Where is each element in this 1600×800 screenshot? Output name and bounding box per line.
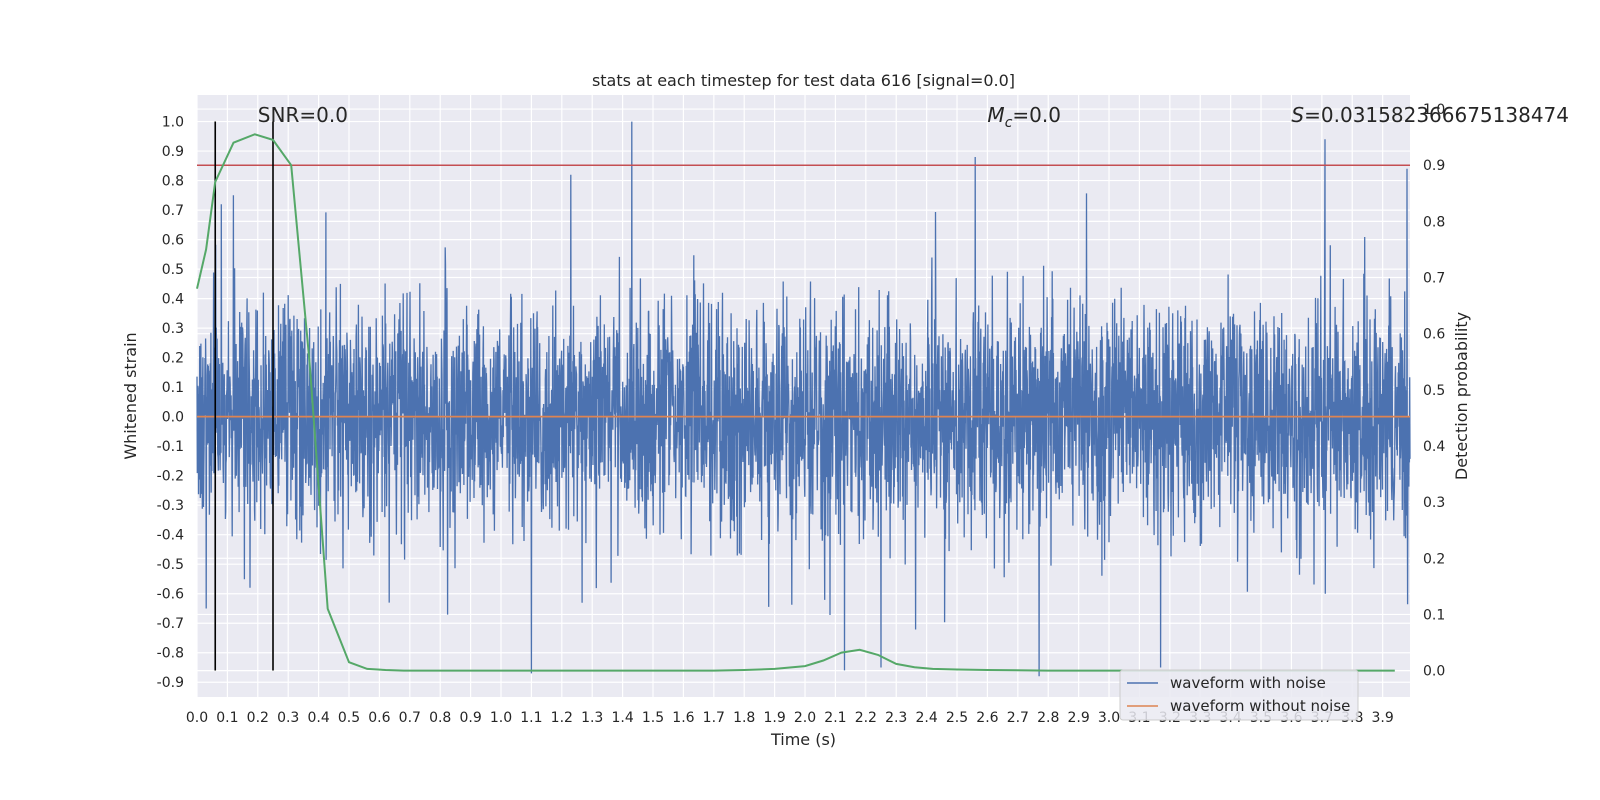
s-symbol: S: [1291, 103, 1304, 127]
chirp-mass-annotation: Mc=0.0: [987, 103, 1061, 131]
x-tick-label: 2.5: [946, 710, 968, 726]
y2-tick-label: 0.6: [1423, 327, 1445, 343]
y-tick-label: -0.8: [157, 646, 184, 662]
y-tick-label: -0.6: [157, 587, 184, 603]
x-tick-label: 2.1: [824, 710, 846, 726]
x-tick-label: 2.6: [976, 710, 998, 726]
y-tick-label: 0.1: [162, 380, 184, 396]
x-tick-label: 0.1: [216, 710, 238, 726]
y-tick-label: 0.2: [162, 351, 184, 367]
x-tick-label: 0.6: [368, 710, 390, 726]
x-tick-label: 1.6: [672, 710, 694, 726]
x-tick-label: 0.2: [247, 710, 269, 726]
y2-tick-label: 0.2: [1423, 551, 1445, 567]
x-tick-label: 0.8: [429, 710, 451, 726]
y-tick-label: 0.6: [162, 233, 184, 249]
mc-symbol: M: [987, 103, 1004, 127]
x-tick-label: 1.3: [581, 710, 603, 726]
x-tick-label: 1.5: [642, 710, 664, 726]
y2-tick-label: 1.0: [1423, 102, 1445, 118]
x-tick-label: 1.0: [490, 710, 512, 726]
y-tick-label: -0.1: [157, 439, 184, 455]
x-tick-label: 2.0: [794, 710, 816, 726]
x-tick-label: 2.2: [855, 710, 877, 726]
y-tick-label: -0.4: [157, 528, 184, 544]
y2-tick-label: 0.1: [1423, 607, 1445, 623]
y2-tick-label: 0.8: [1423, 214, 1445, 230]
detection-probability-line: [196, 133, 1395, 672]
y-axis-label: Whitened strain: [121, 332, 140, 459]
chart-title: stats at each timestep for test data 616…: [592, 71, 1015, 90]
mc-subscript: c: [1005, 115, 1013, 131]
legend: waveform with noise waveform without noi…: [1119, 669, 1359, 721]
y2-tick-label: 0.9: [1423, 158, 1445, 174]
waveform-with-noise-line: [196, 121, 1411, 677]
x-tick-label: 1.4: [611, 710, 633, 726]
s-annotation: S=0.031582366675138474: [1291, 103, 1569, 127]
x-axis-label: Time (s): [770, 730, 836, 749]
y2-tick-label: 0.0: [1423, 664, 1445, 680]
x-tick-label: 1.1: [520, 710, 542, 726]
y2-tick-label: 0.3: [1423, 495, 1445, 511]
y-tick-label: -0.2: [157, 469, 184, 485]
x-tick-label: 0.7: [399, 710, 421, 726]
y2-tick-label: 0.7: [1423, 271, 1445, 287]
y2-tick-label: 0.4: [1423, 439, 1445, 455]
x-tick-label: 3.9: [1372, 710, 1394, 726]
x-tick-label: 2.3: [885, 710, 907, 726]
y-tick-label: 0.0: [162, 410, 184, 426]
x-tick-label: 1.7: [703, 710, 725, 726]
x-tick-label: 1.8: [733, 710, 755, 726]
x-tick-label: 0.4: [307, 710, 329, 726]
legend-label-waveform-without-noise: waveform without noise: [1170, 697, 1350, 715]
y-tick-label: 0.5: [162, 262, 184, 278]
y-tick-label: -0.9: [157, 675, 184, 691]
s-value: =0.031582366675138474: [1304, 103, 1569, 127]
legend-label-waveform-with-noise: waveform with noise: [1170, 674, 1326, 692]
snr-annotation: SNR=0.0: [258, 103, 348, 127]
y-tick-label: 0.3: [162, 321, 184, 337]
y2-axis-label: Detection probability: [1452, 312, 1471, 480]
y-tick-label: -0.5: [157, 557, 184, 573]
y-tick-label: 0.9: [162, 144, 184, 160]
mc-value: =0.0: [1012, 103, 1061, 127]
y-tick-label: -0.3: [157, 498, 184, 514]
x-tick-label: 0.3: [277, 710, 299, 726]
x-tick-label: 3.0: [1098, 710, 1120, 726]
x-tick-label: 1.9: [763, 710, 785, 726]
y-tick-label: 0.8: [162, 174, 184, 190]
x-tick-label: 2.7: [1007, 710, 1029, 726]
x-tick-label: 2.9: [1067, 710, 1089, 726]
y2-tick-label: 0.5: [1423, 383, 1445, 399]
y-tick-label: 0.7: [162, 203, 184, 219]
y-tick-label: -0.7: [157, 616, 184, 632]
x-tick-label: 0.0: [186, 710, 208, 726]
legend-box: [1119, 669, 1359, 721]
x-tick-label: 2.8: [1037, 710, 1059, 726]
x-tick-label: 1.2: [551, 710, 573, 726]
x-tick-label: 0.9: [459, 710, 481, 726]
overlay-layer: [196, 121, 1410, 672]
y-tick-label: 1.0: [162, 115, 184, 131]
x-tick-label: 2.4: [915, 710, 937, 726]
x-tick-label: 0.5: [338, 710, 360, 726]
waveform-with-noise-series: [196, 121, 1411, 677]
y-tick-label: 0.4: [162, 292, 184, 308]
